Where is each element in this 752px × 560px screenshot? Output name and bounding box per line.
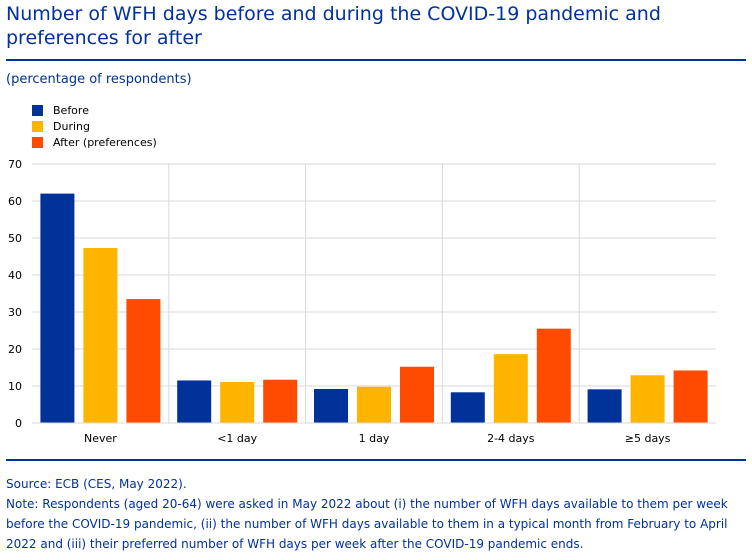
bar-before (587, 389, 622, 423)
bar-after (673, 370, 708, 423)
y-tick-label: 0 (15, 417, 22, 430)
bar-chart: 0 10 20 30 40 50 60 70 Never <1 day 1 day 2-4 days ≥… (8, 158, 716, 445)
legend-label-after: After (preferences) (53, 135, 157, 149)
y-tick-label: 20 (8, 343, 22, 356)
legend-swatch-before (32, 104, 43, 116)
chart-footer: Source: ECB (CES, May 2022). Note: Respo… (6, 474, 748, 554)
bar-during (493, 354, 528, 423)
y-tick-label: 10 (8, 380, 22, 393)
x-tick-label: 1 day (359, 432, 390, 445)
y-tick-label: 60 (8, 195, 22, 208)
x-tick-label: <1 day (217, 432, 257, 445)
source-note: Source: ECB (CES, May 2022). (6, 477, 187, 491)
legend-label-before: Before (53, 103, 89, 117)
bar-before (450, 392, 485, 423)
bar-before (177, 380, 212, 423)
x-tick-label: ≥5 days (625, 432, 671, 445)
bar-during (83, 247, 118, 423)
y-tick-label: 50 (8, 232, 22, 245)
legend-item-before: Before (32, 102, 157, 118)
bar-after (126, 299, 161, 423)
chart-legend: Before During After (preferences) (32, 102, 157, 150)
bar-during (630, 375, 665, 423)
bar-after (263, 379, 298, 423)
methodology-note: Note: Respondents (aged 20-64) were aske… (6, 497, 728, 551)
title-rule (6, 59, 746, 61)
y-tick-label: 70 (8, 158, 22, 171)
footer-rule (6, 459, 746, 461)
legend-label-during: During (53, 119, 90, 133)
x-tick-label: Never (84, 432, 117, 445)
bar-after (536, 328, 571, 423)
bar-before (314, 388, 348, 423)
legend-item-during: During (32, 118, 157, 134)
legend-swatch-during (32, 120, 43, 132)
x-tick-label: 2-4 days (487, 432, 535, 445)
legend-item-after: After (preferences) (32, 134, 157, 150)
chart-subtitle: (percentage of respondents) (6, 72, 192, 87)
bar-during (357, 386, 391, 423)
bar-after (400, 366, 434, 423)
y-tick-label: 30 (8, 306, 22, 319)
bar-during (220, 381, 255, 423)
bar-before (40, 193, 75, 423)
chart-title: Number of WFH days before and during the… (6, 3, 661, 49)
legend-swatch-after (32, 136, 43, 148)
y-tick-label: 40 (8, 269, 22, 282)
